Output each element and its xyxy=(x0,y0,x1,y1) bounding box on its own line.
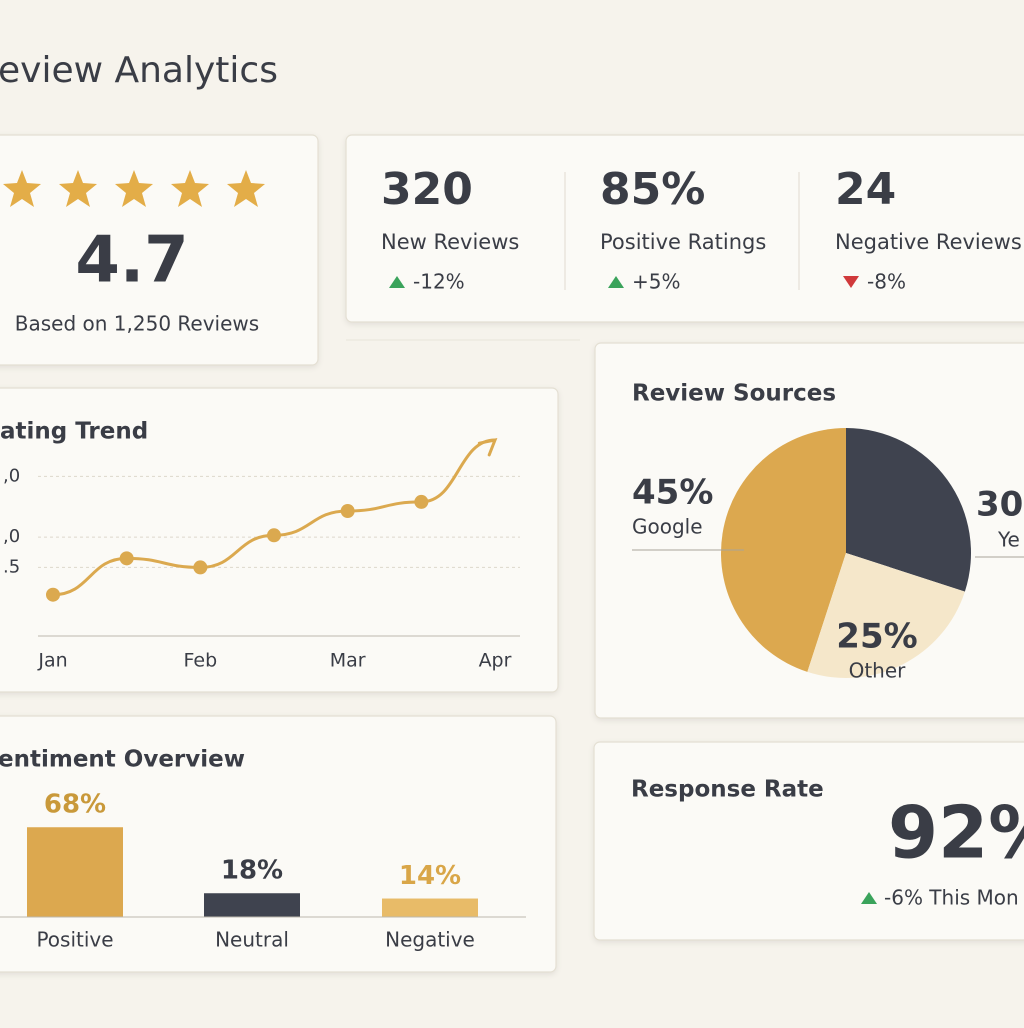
point xyxy=(414,494,429,509)
metric-label: New Reviews xyxy=(381,230,519,254)
response-change: -6% This Mon xyxy=(884,886,1019,910)
star xyxy=(115,170,153,207)
x-tick-label: Neutral xyxy=(215,928,289,952)
metric-label: Negative Reviews xyxy=(835,230,1022,254)
metric-value: 24 xyxy=(835,164,896,215)
metrics-card xyxy=(345,134,1024,323)
metric-label: Positive Ratings xyxy=(600,230,766,254)
pie-slice xyxy=(807,553,965,678)
change-arrow xyxy=(843,276,859,288)
star xyxy=(227,170,265,207)
trend-arrow-head xyxy=(477,437,498,457)
metric-change: -12% xyxy=(413,270,465,294)
x-tick-label: Positive xyxy=(36,928,113,952)
point xyxy=(267,528,281,543)
x-tick-label: Jan xyxy=(37,650,67,672)
metric-value: 320 xyxy=(381,164,473,215)
response-value: 92% xyxy=(888,791,1024,875)
pie-category-label: Other xyxy=(849,659,907,683)
x-tick-label: Apr xyxy=(479,650,512,672)
bar xyxy=(27,827,123,917)
change-arrow xyxy=(861,892,877,904)
card-title: Response Rate xyxy=(631,777,824,803)
response-card xyxy=(593,741,1024,941)
point xyxy=(46,587,60,602)
x-tick-label: Feb xyxy=(184,650,218,672)
point xyxy=(340,503,355,518)
pie-value-label: 25% xyxy=(836,617,917,657)
page-title: eview Analytics xyxy=(0,50,278,91)
change-arrow xyxy=(608,276,624,288)
y-tick-label: ,0 xyxy=(3,526,20,547)
star xyxy=(59,170,97,207)
x-tick-label: Negative xyxy=(385,928,475,952)
point xyxy=(119,551,134,566)
metric-change: -8% xyxy=(867,270,906,294)
chart-title: Review Sources xyxy=(632,381,836,407)
pie-slice xyxy=(846,428,971,592)
pie-category-label: Ye xyxy=(997,528,1020,552)
star xyxy=(3,170,41,207)
bar-value-label: 14% xyxy=(399,861,461,891)
stars xyxy=(3,170,265,207)
metric-change: +5% xyxy=(632,270,681,294)
rating-value: 4.7 xyxy=(75,224,188,298)
x-tick-label: Mar xyxy=(330,650,366,672)
metric-value: 85% xyxy=(600,164,705,215)
pie-slice xyxy=(721,428,846,672)
change-arrow xyxy=(389,276,405,288)
chart-title: entiment Overview xyxy=(0,747,245,773)
bar xyxy=(382,898,478,917)
chart-title: ating Trend xyxy=(0,419,148,445)
star xyxy=(171,170,209,207)
bar xyxy=(204,893,300,917)
pie-value-label: 45% xyxy=(632,473,713,513)
rating-caption: Based on 1,250 Reviews xyxy=(15,312,259,336)
y-tick-label: ,0 xyxy=(3,465,20,486)
bar-value-label: 68% xyxy=(44,790,106,820)
bar-value-label: 18% xyxy=(221,856,283,886)
pie-category-label: Google xyxy=(632,515,703,539)
y-tick-label: .5 xyxy=(3,556,20,577)
point xyxy=(193,560,208,575)
pie-value-label: 30 xyxy=(976,485,1023,525)
